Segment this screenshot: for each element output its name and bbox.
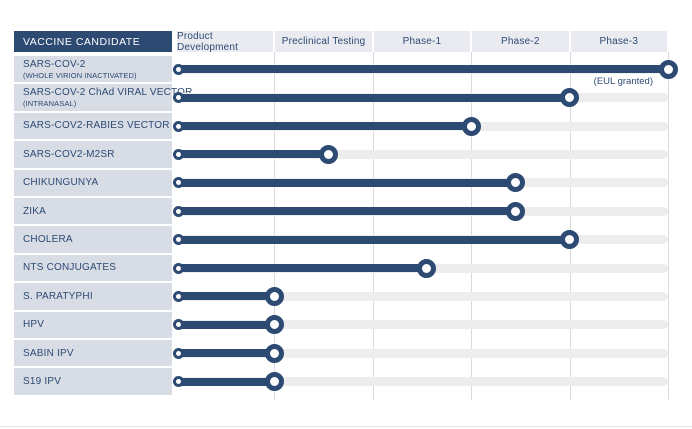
row-label-cell: SARS-COV2-M2SR: [14, 141, 172, 168]
column-header-preclinical-testing: Preclinical Testing: [275, 31, 372, 52]
row-label: SARS-COV2-RABIES VECTOR: [23, 120, 170, 132]
row-label: SARS-COV-2 ChAd VIRAL VECTOR: [23, 87, 193, 99]
row-label: SARS-COV2-M2SR: [23, 148, 115, 160]
end-marker: [319, 144, 339, 164]
progress-bar: [178, 349, 275, 358]
row-label-cell: SABIN IPV: [14, 340, 172, 367]
progress-track: [178, 377, 668, 387]
bottom-divider: [0, 426, 692, 427]
end-marker: [264, 315, 284, 335]
end-marker: [417, 258, 437, 278]
end-marker: [560, 230, 580, 250]
start-marker: [172, 205, 184, 217]
phase-boundary-gridline: [569, 52, 571, 400]
progress-bar: [178, 264, 427, 272]
start-marker: [172, 347, 184, 359]
row-label: CHIKUNGUNYA: [23, 177, 99, 189]
phase-boundary-gridline: [372, 52, 374, 400]
start-marker: [172, 290, 184, 302]
row-label-cell: NTS CONJUGATES: [14, 254, 172, 282]
progress-track: [178, 291, 668, 301]
start-marker: [172, 63, 184, 75]
row-label-cell: S. PARATYPHI: [14, 283, 172, 310]
row-label: S. PARATYPHI: [23, 290, 93, 302]
phase-boundary-gridline: [471, 52, 473, 400]
start-marker: [172, 177, 184, 189]
progress-track: [178, 320, 668, 330]
progress-bar: [178, 377, 275, 386]
progress-bar: [178, 235, 570, 244]
start-marker: [172, 120, 184, 132]
end-marker: [461, 116, 481, 136]
row-label: ZIKA: [23, 205, 47, 217]
column-header-phase-1: Phase-1: [373, 31, 471, 52]
phase-boundary-gridline: [274, 52, 276, 400]
start-marker: [172, 148, 184, 160]
end-marker: [264, 372, 284, 392]
progress-bar: [178, 320, 275, 329]
progress-bar: [178, 122, 472, 130]
progress-bar: [178, 292, 275, 301]
row-label: S19 IPV: [23, 376, 62, 388]
progress-track: [178, 348, 668, 358]
progress-bar: [178, 150, 329, 159]
start-marker: [172, 92, 184, 104]
vaccine-candidate-header: VACCINE CANDIDATE: [14, 31, 172, 52]
row-label-cell: S19 IPV: [14, 368, 172, 395]
row-label: SABIN IPV: [23, 347, 74, 359]
row-label-cell: CHIKUNGUNYA: [14, 169, 172, 196]
end-marker: [560, 88, 580, 108]
row-label-cell: CHOLERA: [14, 226, 172, 253]
progress-track: [178, 149, 668, 159]
row-sublabel: (WHOLE VIRION INACTIVATED): [23, 70, 137, 80]
start-marker: [172, 262, 184, 274]
progress-bar: [178, 178, 516, 187]
row-label-cell: SARS-COV2-RABIES VECTOR: [14, 112, 172, 140]
start-marker: [172, 234, 184, 246]
progress-bar: [178, 65, 668, 74]
row-label-cell: SARS-COV-2 (WHOLE VIRION INACTIVATED): [14, 56, 172, 83]
row-sublabel: (INTRANASAL): [23, 99, 77, 109]
row-label: HPV: [23, 319, 45, 331]
progress-bar: [178, 207, 516, 216]
end-marker: [264, 286, 284, 306]
end-marker: [264, 343, 284, 363]
column-header-product-development: Product Development: [177, 31, 274, 53]
column-header-phase-3: Phase-3: [570, 31, 667, 52]
row-label-cell: ZIKA: [14, 198, 172, 225]
end-marker: [658, 59, 678, 79]
row-label: CHOLERA: [23, 234, 73, 246]
progress-bar: [178, 93, 570, 102]
eul-granted-annotation: (EUL granted): [593, 75, 653, 87]
row-label-cell: SARS-COV-2 ChAd VIRAL VECTOR (INTRANASAL): [14, 84, 193, 111]
start-marker: [172, 319, 184, 331]
row-label: SARS-COV-2: [23, 58, 86, 70]
end-marker: [505, 201, 525, 221]
phase-boundary-gridline: [668, 52, 669, 400]
row-label-cell: HPV: [14, 311, 172, 338]
end-marker: [505, 173, 525, 193]
column-header-phase-2: Phase-2: [472, 31, 569, 52]
row-label: NTS CONJUGATES: [23, 262, 117, 274]
start-marker: [172, 376, 184, 388]
